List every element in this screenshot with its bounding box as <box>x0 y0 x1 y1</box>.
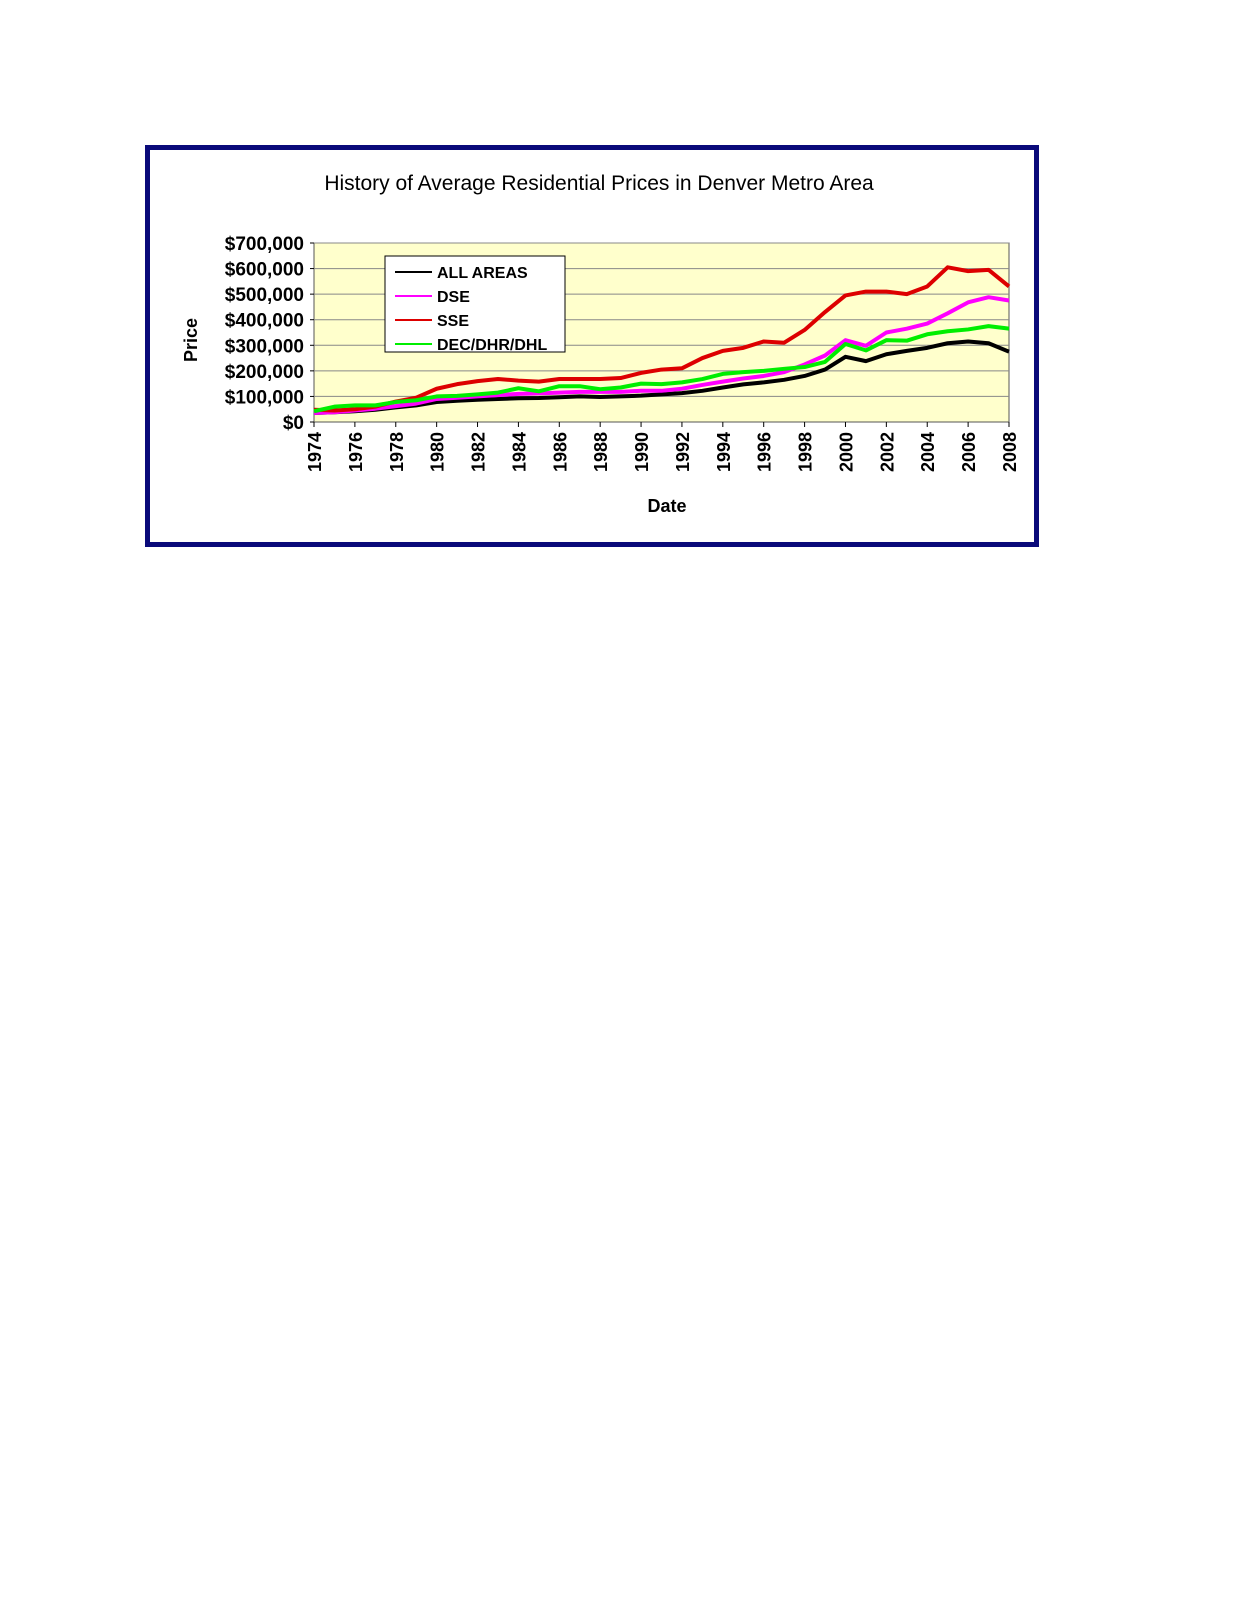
y-axis-label: Price <box>181 318 201 362</box>
x-tick-label: 2006 <box>959 432 979 472</box>
x-tick-label: 1974 <box>305 432 325 472</box>
legend: ALL AREAS DSE SSE DEC/DHR/DHL <box>384 255 566 354</box>
chart-title: History of Average Residential Prices in… <box>324 172 874 195</box>
x-tick-label: 1996 <box>755 432 775 472</box>
x-tick-label: 1986 <box>550 432 570 472</box>
x-tick-label: 2004 <box>918 432 938 472</box>
series-line-dec-dhr-dhl <box>313 324 1010 414</box>
x-tick-label: 1994 <box>714 432 734 472</box>
x-tick-label: 1978 <box>387 432 407 472</box>
series-line-dse <box>313 295 1010 416</box>
legend-label: DEC/DHR/DHL <box>437 337 547 354</box>
y-tick-label: $500,000 <box>225 285 304 306</box>
series-line-sse <box>313 265 1011 413</box>
legend-box <box>384 255 566 353</box>
x-tick-label: 1980 <box>428 432 448 472</box>
series-line-all-areas <box>313 339 1010 416</box>
x-tick-label: 2002 <box>877 432 897 472</box>
y-tick-label: $300,000 <box>225 336 304 357</box>
x-tick-label: 1998 <box>796 432 816 472</box>
x-tick-label: 1984 <box>509 432 529 472</box>
x-tick-label: 1976 <box>346 432 366 472</box>
x-axis-label: Date <box>647 496 686 516</box>
x-tick-label: 1990 <box>632 432 652 472</box>
y-tick-label: $600,000 <box>225 260 304 281</box>
x-tick-label: 1988 <box>591 432 611 472</box>
chart-frame: History of Average Residential Prices in… <box>145 145 1039 547</box>
legend-label: SSE <box>437 313 469 330</box>
line-chart: History of Average Residential Prices in… <box>181 172 1020 516</box>
legend-label: DSE <box>437 289 470 306</box>
y-tick-label: $200,000 <box>225 362 304 383</box>
x-tick-label: 1992 <box>673 432 693 472</box>
x-tick-label: 1982 <box>469 432 489 472</box>
legend-label: ALL AREAS <box>437 265 528 282</box>
y-tick-label: $400,000 <box>225 311 304 332</box>
y-tick-label: $100,000 <box>225 387 304 408</box>
x-tick-label: 2008 <box>1000 432 1020 472</box>
y-tick-label: $700,000 <box>225 234 304 255</box>
y-tick-label: $0 <box>283 413 304 434</box>
x-tick-label: 2000 <box>836 432 856 472</box>
